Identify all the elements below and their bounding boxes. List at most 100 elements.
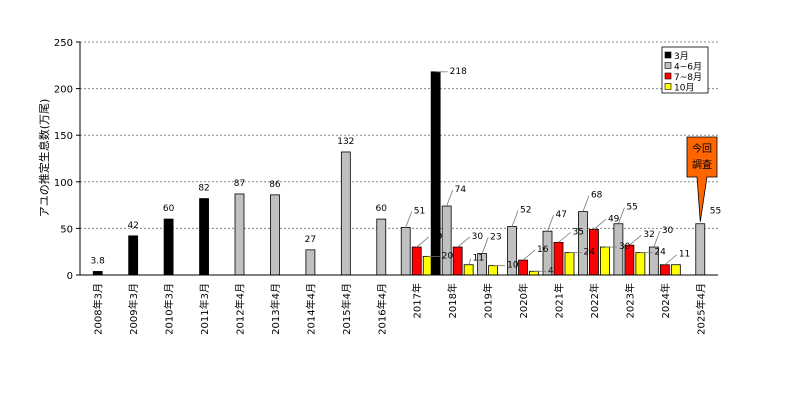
label-leader	[416, 236, 429, 248]
bar	[163, 218, 174, 276]
data-label: 30	[662, 226, 674, 236]
data-labels: 3.8 42 60 82 87 86 27 132 60 51 30 20 218 74 30 11 23 10 5…	[91, 67, 722, 276]
data-label: 35	[573, 227, 584, 237]
label-leader	[618, 207, 625, 224]
bar	[518, 259, 528, 276]
bars	[92, 71, 706, 276]
bar	[553, 241, 564, 276]
data-label: 60	[163, 204, 175, 214]
bar	[305, 249, 316, 276]
data-label: 30	[472, 232, 484, 242]
bar	[564, 252, 575, 276]
bar	[452, 246, 463, 276]
bar	[376, 218, 387, 276]
label-leaders	[405, 71, 678, 272]
data-label: 51	[414, 206, 425, 216]
bar	[441, 205, 452, 276]
x-tick-label: 2023年	[623, 283, 636, 318]
data-label: 4	[548, 266, 554, 276]
x-tick-label: 2018年	[446, 283, 459, 318]
bar	[234, 193, 245, 276]
y-tick-label: 150	[54, 131, 73, 142]
legend-entry: 3月	[674, 51, 689, 62]
y-tick-label: 200	[54, 85, 73, 96]
bar	[659, 264, 670, 276]
bar	[578, 211, 588, 276]
x-tick-label: 2022年	[588, 283, 601, 318]
legend-entry: 4~6月	[674, 62, 702, 73]
data-label: 24	[584, 248, 596, 258]
y-axis: 0 50 100 150 200 250	[54, 38, 81, 282]
label-leader	[446, 189, 454, 207]
data-label: 87	[234, 179, 245, 189]
data-label: 32	[643, 230, 654, 240]
data-label: 24	[654, 248, 666, 258]
callout-line-2: 調査	[692, 158, 712, 171]
data-label: 82	[198, 184, 209, 194]
label-leader	[547, 215, 554, 232]
data-label: 47	[556, 210, 567, 220]
label-leader	[653, 230, 661, 248]
data-label: 74	[455, 185, 467, 195]
legend-swatch	[664, 83, 672, 90]
x-tick-label: 2016年4月	[375, 283, 388, 335]
legend-swatch	[664, 62, 672, 69]
bar	[430, 71, 441, 276]
label-leader	[405, 211, 413, 228]
label-leader	[522, 249, 536, 261]
data-label: 68	[591, 191, 603, 201]
data-label: 132	[337, 137, 354, 147]
x-axis: 2008年3月 2009年3月 2010年3月 2011年3月 2012年4月 2013年…	[80, 274, 718, 335]
bar	[670, 264, 681, 276]
bar	[411, 246, 422, 276]
x-tick-label: 2013年4月	[269, 283, 282, 335]
x-tick-label: 2009年3月	[127, 283, 140, 335]
y-axis-label: アユの推定生息数(万尾)	[37, 99, 51, 218]
x-tick-label: 2011年3月	[198, 283, 211, 335]
x-tick-label: 2010年3月	[163, 283, 176, 335]
bar	[340, 151, 351, 276]
y-tick-label: 50	[60, 224, 73, 235]
x-tick-label: 2012年4月	[234, 283, 247, 335]
bar	[400, 227, 411, 276]
label-leader	[558, 232, 571, 243]
data-label: 3.8	[91, 256, 106, 266]
data-label: 60	[376, 204, 388, 214]
x-tick-label: 2020年	[517, 283, 530, 318]
bar	[270, 194, 280, 276]
bar	[635, 252, 646, 276]
bar	[529, 270, 539, 276]
bar	[92, 271, 103, 276]
data-label: 27	[305, 235, 316, 245]
label-leader	[468, 258, 472, 265]
label-leader	[582, 195, 590, 212]
label-leader	[593, 219, 607, 230]
x-tick-label: 2015年4月	[340, 283, 353, 335]
data-label: 16	[537, 245, 549, 255]
data-label: 11	[679, 250, 690, 260]
x-tick-label: 2025年4月	[694, 283, 707, 335]
label-leader	[664, 254, 678, 266]
y-tick-label: 0	[67, 271, 73, 282]
callout-line-1: 今回	[692, 142, 712, 155]
data-label: 52	[520, 206, 531, 216]
data-label: 218	[450, 67, 467, 77]
bar	[695, 223, 706, 276]
x-tick-label: 2019年	[482, 283, 495, 318]
bar	[488, 265, 499, 276]
data-label: 49	[608, 214, 620, 224]
data-label: 30	[431, 232, 443, 242]
data-label: 11	[473, 254, 484, 264]
bar	[128, 235, 139, 276]
data-label: 42	[127, 221, 138, 231]
data-label: 86	[269, 180, 281, 190]
x-tick-label: 2021年	[553, 283, 566, 318]
y-tick-label: 100	[54, 178, 73, 189]
label-leader	[511, 210, 519, 227]
data-label: 30	[619, 242, 631, 252]
label-leader	[481, 237, 489, 254]
data-label: 55	[710, 207, 721, 217]
